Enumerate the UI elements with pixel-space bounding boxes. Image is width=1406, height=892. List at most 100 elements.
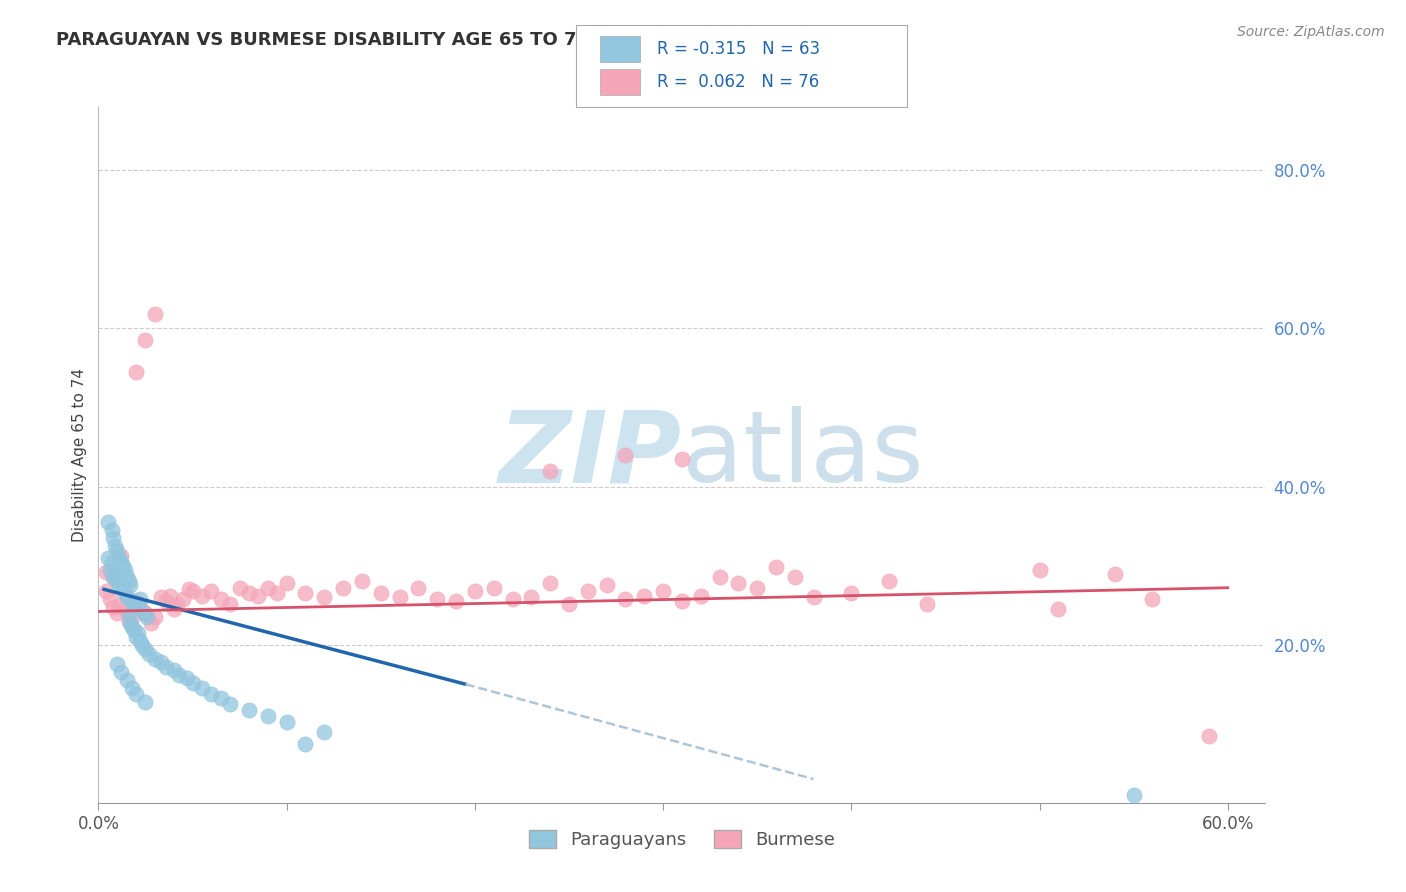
Point bbox=[159, 589, 181, 603]
Point bbox=[1028, 563, 1050, 577]
Point bbox=[110, 555, 132, 569]
Point bbox=[127, 597, 149, 611]
Point bbox=[128, 633, 150, 648]
Point bbox=[155, 660, 177, 674]
Point bbox=[125, 599, 148, 614]
Point bbox=[1104, 566, 1126, 581]
Text: atlas: atlas bbox=[682, 407, 924, 503]
Point bbox=[219, 597, 242, 611]
Point bbox=[200, 687, 222, 701]
Point bbox=[1122, 788, 1144, 802]
Text: ZIP: ZIP bbox=[499, 407, 682, 503]
Point bbox=[139, 615, 162, 630]
Point bbox=[332, 581, 354, 595]
Point bbox=[314, 591, 336, 605]
Point bbox=[117, 614, 139, 628]
Point bbox=[134, 695, 156, 709]
Point bbox=[1198, 729, 1220, 743]
Point bbox=[149, 655, 172, 669]
Point bbox=[200, 583, 222, 598]
Point bbox=[125, 687, 148, 701]
Point bbox=[172, 591, 194, 606]
Point bbox=[115, 673, 138, 688]
Point bbox=[125, 630, 148, 644]
Point bbox=[115, 570, 138, 584]
Point bbox=[125, 594, 148, 608]
Point bbox=[163, 602, 186, 616]
Point bbox=[98, 563, 121, 577]
Point bbox=[671, 594, 693, 608]
Point bbox=[94, 583, 117, 598]
Point bbox=[117, 574, 139, 589]
Point bbox=[176, 671, 198, 685]
Point bbox=[614, 448, 637, 462]
Text: Source: ZipAtlas.com: Source: ZipAtlas.com bbox=[1237, 25, 1385, 39]
Text: R = -0.315   N = 63: R = -0.315 N = 63 bbox=[657, 40, 820, 58]
Point bbox=[125, 365, 148, 379]
Point bbox=[143, 610, 166, 624]
Point bbox=[122, 598, 145, 612]
Point bbox=[127, 625, 149, 640]
Point bbox=[121, 594, 143, 608]
Point bbox=[103, 599, 125, 614]
Point bbox=[108, 578, 131, 592]
Text: R =  0.062   N = 76: R = 0.062 N = 76 bbox=[657, 73, 818, 91]
Point bbox=[104, 566, 127, 581]
Point bbox=[538, 464, 561, 478]
Point bbox=[108, 550, 131, 565]
Point bbox=[1047, 602, 1070, 616]
Point bbox=[709, 570, 731, 584]
Legend: Paraguayans, Burmese: Paraguayans, Burmese bbox=[522, 822, 842, 856]
Point bbox=[247, 589, 270, 603]
Point bbox=[114, 563, 136, 577]
Point bbox=[181, 583, 204, 598]
Point bbox=[294, 586, 316, 600]
Point bbox=[765, 560, 787, 574]
Point bbox=[727, 576, 749, 591]
Point bbox=[238, 586, 260, 600]
Point bbox=[169, 667, 191, 681]
Point bbox=[538, 576, 561, 591]
Point bbox=[149, 591, 172, 605]
Point bbox=[652, 583, 675, 598]
Point bbox=[155, 594, 177, 608]
Point bbox=[877, 574, 900, 589]
Point bbox=[209, 691, 232, 706]
Point bbox=[132, 606, 155, 620]
Point bbox=[97, 515, 120, 529]
Point bbox=[115, 591, 138, 605]
Point bbox=[131, 638, 153, 652]
Point bbox=[110, 549, 132, 563]
Point bbox=[633, 589, 655, 603]
Point bbox=[100, 555, 122, 569]
Point bbox=[114, 602, 136, 616]
Point bbox=[122, 624, 145, 638]
Point bbox=[111, 582, 134, 597]
Point bbox=[426, 591, 449, 606]
Point bbox=[104, 539, 127, 553]
Point bbox=[121, 681, 143, 695]
Point bbox=[595, 578, 617, 592]
Point bbox=[256, 581, 278, 595]
Point bbox=[143, 652, 166, 666]
Point bbox=[350, 574, 373, 589]
Point bbox=[121, 620, 143, 634]
Point bbox=[166, 597, 188, 611]
Point bbox=[103, 570, 125, 584]
Point bbox=[558, 597, 581, 611]
Point bbox=[803, 591, 825, 605]
Point bbox=[191, 589, 214, 603]
Point bbox=[388, 591, 411, 605]
Point bbox=[181, 675, 204, 690]
Point bbox=[408, 581, 430, 595]
Point bbox=[228, 581, 250, 595]
Point bbox=[111, 558, 134, 573]
Y-axis label: Disability Age 65 to 74: Disability Age 65 to 74 bbox=[72, 368, 87, 542]
Point bbox=[120, 615, 142, 630]
Point bbox=[294, 737, 316, 751]
Point bbox=[671, 451, 693, 466]
Point bbox=[100, 523, 122, 537]
Point bbox=[105, 606, 128, 620]
Point bbox=[520, 591, 543, 605]
Point bbox=[266, 586, 288, 600]
